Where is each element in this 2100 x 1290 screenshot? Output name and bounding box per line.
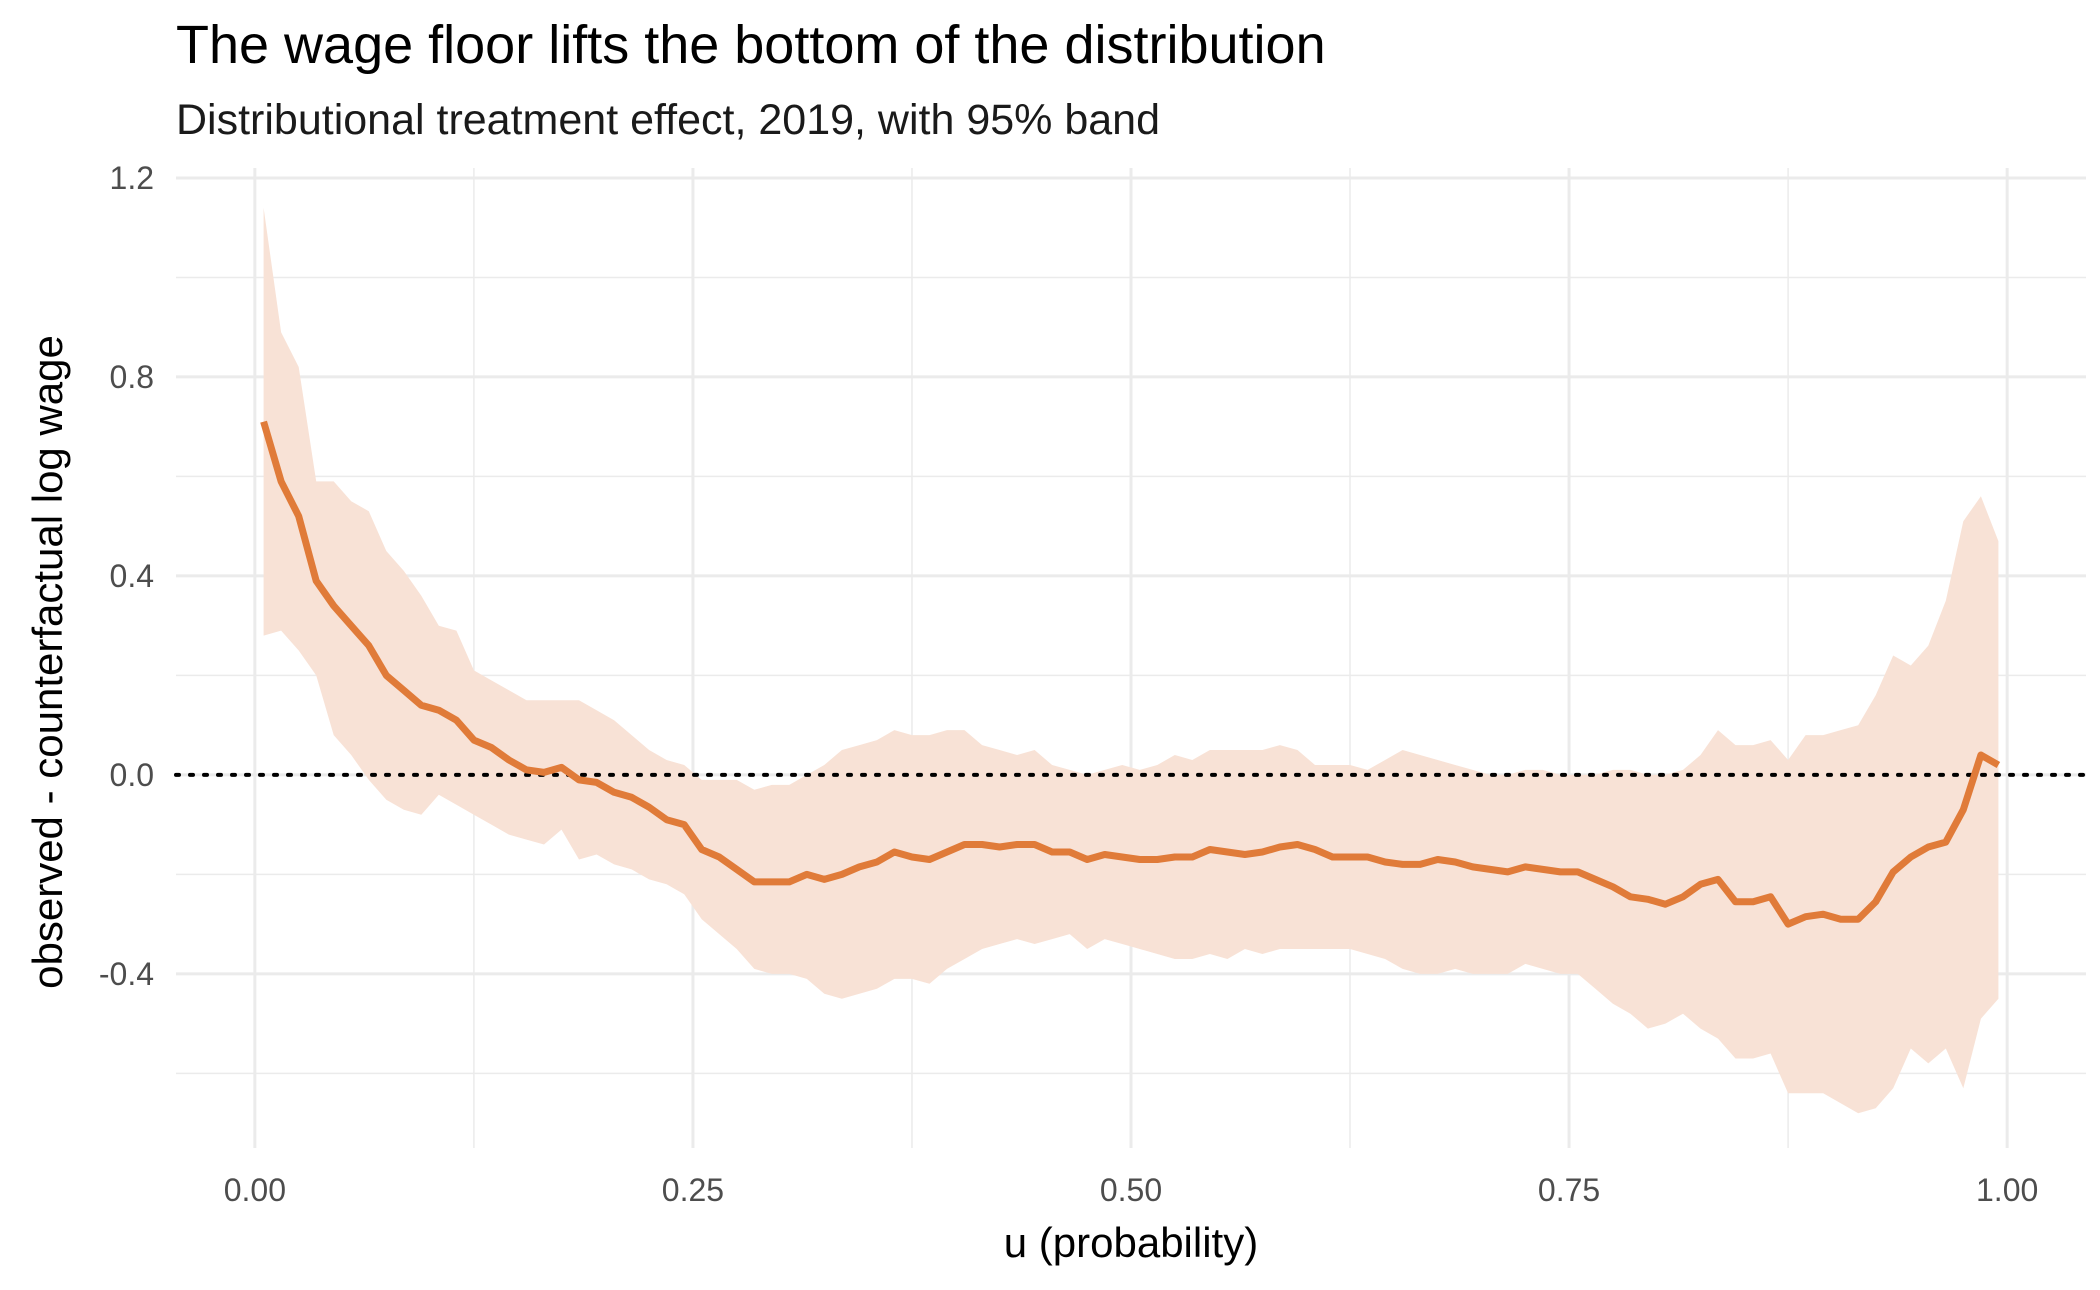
x-tick-label: 1.00 <box>1976 1172 2038 1208</box>
y-axis-label: observed - counterfactual log wage <box>24 335 71 989</box>
x-tick-label: 0.00 <box>224 1172 286 1208</box>
effect-line <box>260 420 2001 928</box>
y-tick-label: 0.4 <box>110 558 154 594</box>
band-layer <box>263 207 1999 1114</box>
chart-title: The wage floor lifts the bottom of the d… <box>176 15 1326 75</box>
y-tick-label: 0.8 <box>110 359 154 395</box>
line-layer <box>260 420 2001 928</box>
chart-subtitle: Distributional treatment effect, 2019, w… <box>176 96 1161 144</box>
confidence-band <box>263 207 1999 1114</box>
y-tick-label: 1.2 <box>110 160 154 196</box>
x-tick-label: 0.75 <box>1538 1172 1600 1208</box>
x-tick-label: 0.25 <box>662 1172 724 1208</box>
x-tick-label: 0.50 <box>1100 1172 1162 1208</box>
grid-layer <box>176 168 2086 1148</box>
tick-layer: 0.00 0.25 0.50 0.75 1.00 1.2 0.8 0.4 0.0 -0.4 <box>99 160 2038 1208</box>
y-tick-label: 0.0 <box>110 757 154 793</box>
x-axis-label: u (probability) <box>1004 1219 1258 1266</box>
y-tick-label: -0.4 <box>99 956 154 992</box>
